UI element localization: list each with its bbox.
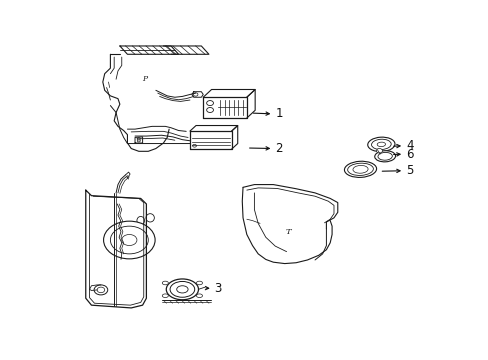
Text: 1: 1	[275, 107, 282, 120]
Ellipse shape	[137, 216, 144, 225]
Circle shape	[206, 108, 213, 112]
Ellipse shape	[162, 294, 168, 297]
Ellipse shape	[170, 282, 194, 297]
Ellipse shape	[196, 281, 202, 285]
Circle shape	[137, 138, 140, 140]
Ellipse shape	[196, 294, 202, 297]
Text: 2: 2	[275, 142, 282, 155]
Text: 3: 3	[214, 282, 222, 295]
Text: 6: 6	[405, 148, 413, 161]
Text: 4: 4	[405, 139, 413, 152]
Ellipse shape	[376, 142, 385, 147]
Circle shape	[122, 234, 137, 246]
Circle shape	[94, 285, 107, 295]
Ellipse shape	[344, 161, 376, 177]
Circle shape	[206, 100, 213, 105]
Ellipse shape	[176, 286, 188, 293]
Circle shape	[376, 149, 382, 153]
Ellipse shape	[146, 214, 154, 222]
Ellipse shape	[371, 139, 390, 149]
Ellipse shape	[347, 163, 373, 175]
Ellipse shape	[367, 137, 394, 152]
Circle shape	[110, 226, 148, 254]
Ellipse shape	[374, 151, 395, 162]
Circle shape	[97, 287, 104, 293]
Text: 5: 5	[405, 164, 412, 177]
Ellipse shape	[162, 281, 168, 285]
Circle shape	[137, 140, 140, 142]
Circle shape	[103, 221, 155, 259]
Ellipse shape	[377, 152, 391, 160]
Circle shape	[193, 93, 198, 96]
Ellipse shape	[166, 279, 198, 300]
Text: P: P	[142, 75, 147, 83]
Circle shape	[192, 144, 196, 147]
Ellipse shape	[352, 166, 367, 173]
Text: T: T	[285, 228, 291, 236]
